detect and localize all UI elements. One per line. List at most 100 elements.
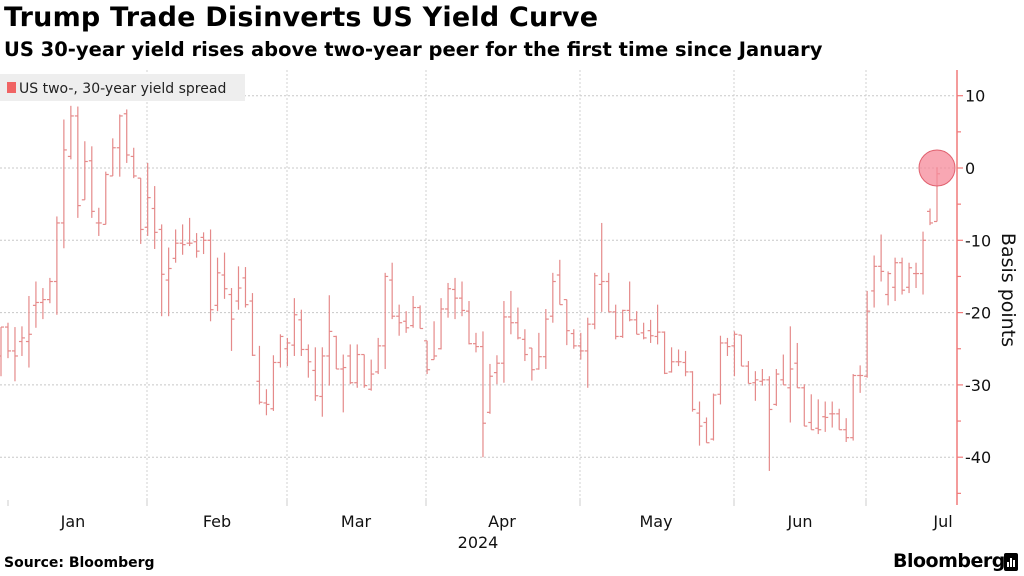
y-tick-label: 0: [965, 159, 975, 178]
ohlc-bar: [102, 171, 109, 225]
ohlc-bar: [60, 119, 67, 249]
ohlc-bar: [424, 340, 431, 375]
ohlc-bar: [256, 345, 263, 405]
ohlc-bar: [913, 262, 920, 289]
ohlc-bar: [4, 322, 11, 359]
ohlc-bar: [466, 301, 472, 345]
bloomberg-logo-icon: [1004, 553, 1018, 571]
y-tick-label: -10: [965, 231, 991, 250]
ohlc-bar: [906, 262, 913, 294]
ohlc-bar: [647, 319, 654, 343]
ohlc-bar: [640, 322, 647, 340]
x-tick-label: Jun: [787, 512, 813, 531]
ohlc-bar: [396, 304, 403, 336]
ohlc-bar: [340, 354, 347, 413]
ohlc-bar: [864, 290, 871, 378]
ohlc-bar: [11, 327, 18, 382]
ohlc-bar: [0, 326, 4, 377]
ohlc-bar: [570, 329, 577, 349]
x-tick-label: May: [639, 512, 672, 531]
y-axis-title: Basis points: [997, 233, 1019, 347]
ohlc-bar: [801, 384, 808, 427]
ohlc-bar: [312, 347, 319, 401]
ohlc-bar: [270, 355, 277, 411]
ohlc-bar: [619, 309, 626, 338]
source-note: Source: Bloomberg: [4, 555, 155, 571]
ohlc-bar: [172, 229, 179, 263]
ohlc-bar: [193, 233, 200, 258]
ohlc-bar: [507, 290, 514, 335]
ohlc-bar: [452, 277, 459, 320]
ohlc-bar: [333, 335, 340, 370]
ohlc-bar: [633, 311, 640, 335]
ohlc-bar: [535, 332, 542, 370]
ohlc-bar: [116, 114, 123, 177]
ohlc-bar: [724, 337, 731, 356]
ohlc-bar: [752, 371, 759, 401]
gridlines: [0, 70, 955, 505]
bloomberg-logo: Bloomberg: [893, 550, 1005, 572]
ohlc-bar: [291, 298, 298, 356]
ohlc-bar: [74, 106, 81, 218]
ohlc-bar: [249, 293, 256, 356]
ohlc-bar: [214, 257, 221, 312]
y-axis: 10 0 -10 -20 -30 -40: [956, 70, 991, 505]
ohlc-bar: [885, 271, 892, 306]
ohlc-bar: [661, 331, 668, 375]
ohlc-bar: [32, 281, 39, 328]
ohlc-bar: [549, 272, 556, 323]
ohlc-bar: [165, 247, 172, 317]
ohlc-bar: [137, 177, 144, 244]
ohlc-bar: [382, 272, 389, 369]
ohlc-bar: [123, 109, 130, 163]
ohlc-bar: [717, 335, 724, 405]
ohlc-bar: [612, 304, 619, 340]
ohlc-bar: [263, 389, 270, 416]
ohlc-bar: [242, 267, 249, 308]
ohlc-bar: [130, 147, 137, 179]
ohlc-bar: [459, 281, 466, 317]
chart-subtitle: US 30-year yield rises above two-year pe…: [4, 38, 823, 61]
ohlc-bar: [591, 272, 598, 330]
legend-swatch: [7, 82, 16, 93]
ohlc-bar: [556, 259, 563, 306]
ohlc-bar: [654, 304, 661, 345]
ohlc-bar: [836, 408, 843, 431]
ohlc-bar: [899, 257, 906, 295]
ohlc-bar: [731, 331, 738, 377]
legend: US two-, 30-year yield spread: [0, 74, 245, 101]
ohlc-bar: [927, 208, 934, 226]
ohlc-bar: [815, 399, 822, 435]
y-tick-label: -20: [965, 304, 991, 323]
ohlc-bar: [892, 257, 899, 302]
ohlc-bar: [298, 309, 305, 356]
ohlc-bar: [668, 347, 675, 373]
x-tick-label: Jul: [932, 512, 952, 531]
x-year-label: 2024: [458, 533, 499, 552]
ohlc-bar: [486, 363, 493, 414]
ohlc-bar: [151, 186, 158, 249]
ohlc-bar: [410, 295, 417, 328]
highlight-circle: [918, 149, 956, 187]
ohlc-bar: [710, 393, 717, 441]
ohlc-bar: [528, 347, 535, 381]
ohlc-bar: [158, 224, 165, 317]
ohlc-bar: [605, 272, 612, 313]
ohlc-bar: [431, 321, 438, 361]
ohlc-bar: [479, 331, 486, 458]
ohlc-bar: [375, 337, 382, 375]
ohlc-bar: [438, 298, 445, 350]
ohlc-bar: [347, 344, 354, 385]
ohlc-bars: [0, 105, 940, 471]
ohlc-bar: [18, 326, 25, 356]
ohlc-bar: [319, 347, 326, 417]
y-tick-label: 10: [965, 87, 985, 106]
ohlc-bar: [179, 224, 186, 255]
x-tick-label: Jan: [60, 512, 86, 531]
ohlc-bar: [696, 401, 703, 446]
y-tick-label: -30: [965, 376, 991, 395]
ohlc-bar: [228, 288, 235, 351]
ohlc-bar: [787, 326, 794, 423]
ohlc-bar: [689, 371, 696, 412]
